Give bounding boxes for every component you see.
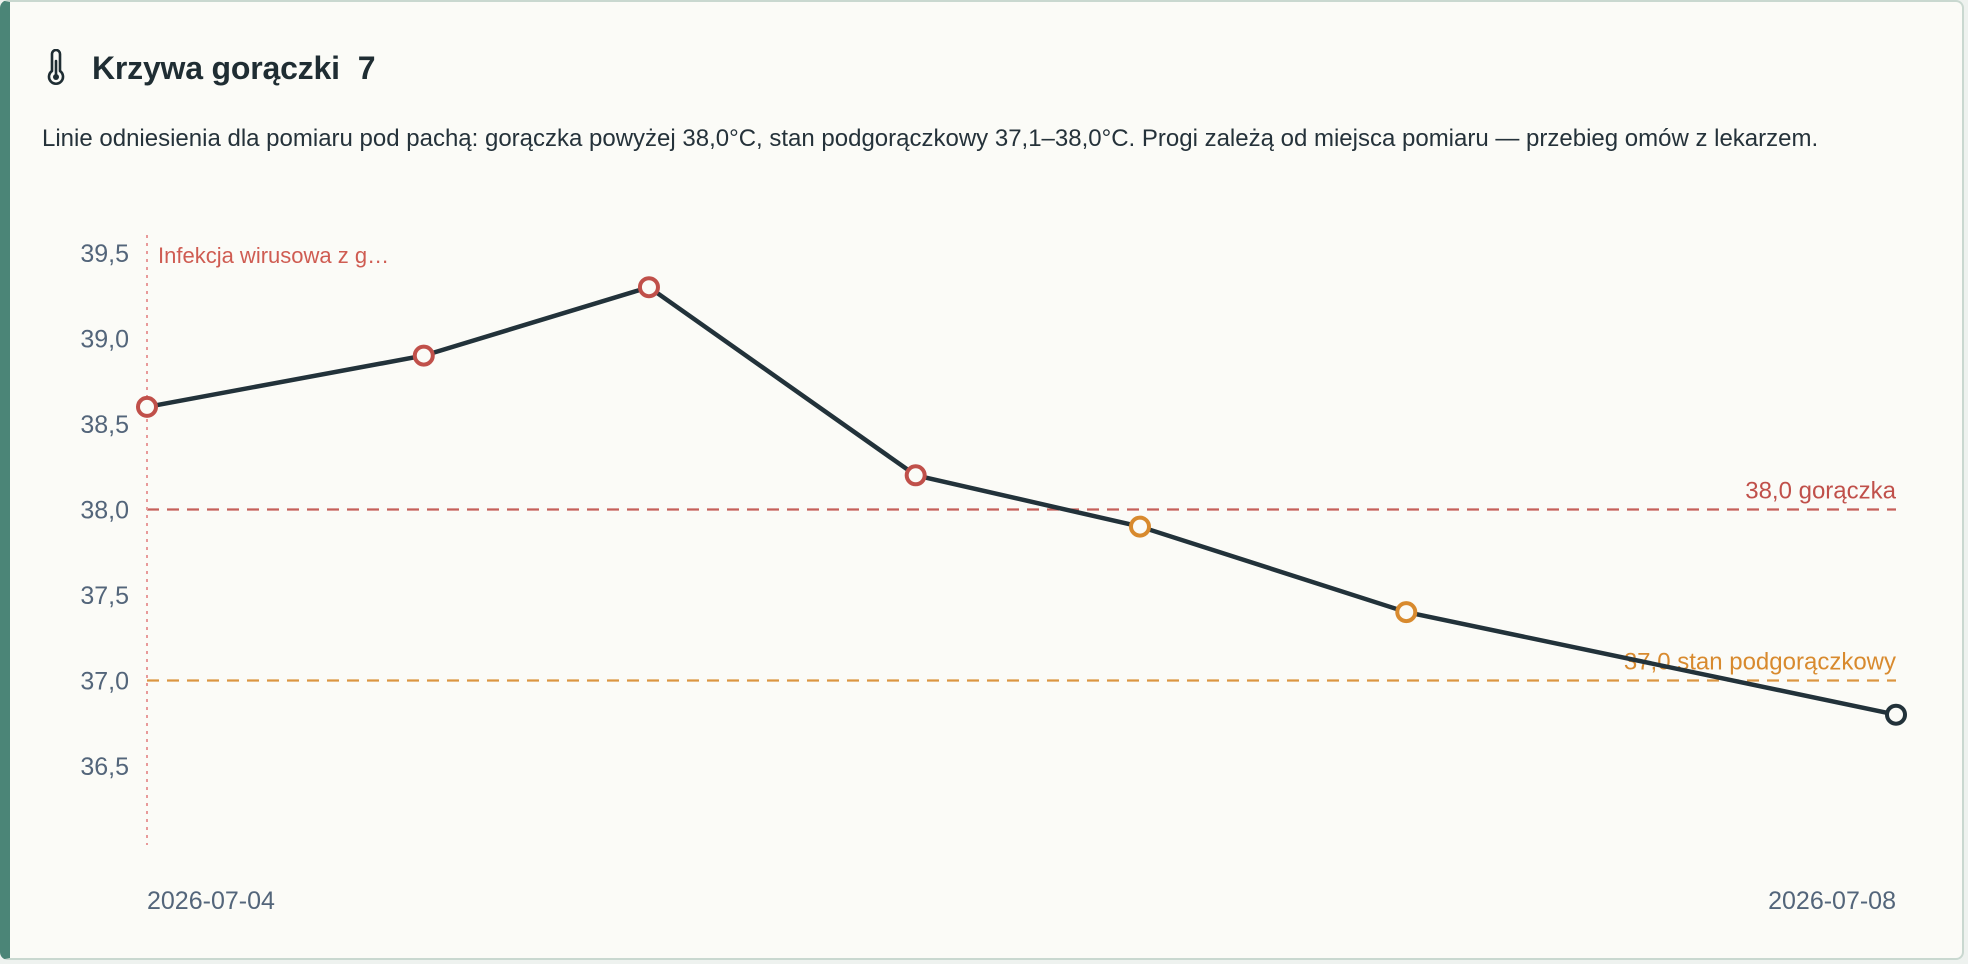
y-tick-label: 38,5 <box>80 411 129 439</box>
card-title: Krzywa gorączki <box>92 49 340 86</box>
data-point[interactable] <box>412 344 435 367</box>
x-axis-ticks: 2026-07-04 2026-07-08 <box>147 887 1896 915</box>
reference-lines: 38,0 gorączka 37,0 stan podgorączkowy <box>147 478 1897 682</box>
y-tick-label: 37,5 <box>80 582 129 610</box>
measurement-count: 7 <box>357 49 376 86</box>
card-description: Linie odniesienia dla pomiaru pod pachą:… <box>42 125 1819 152</box>
series-group <box>136 276 1907 726</box>
data-point[interactable] <box>1395 601 1418 624</box>
data-point[interactable] <box>136 395 158 418</box>
data-point[interactable] <box>1885 703 1907 726</box>
x-tick-label: 2026-07-04 <box>147 887 275 915</box>
y-tick-label: 39,5 <box>80 240 129 268</box>
reference-label-fever: 38,0 gorączka <box>1745 478 1896 505</box>
annotation-group: Infekcja wirusowa z g… <box>146 235 389 845</box>
data-point[interactable] <box>904 464 927 487</box>
y-tick-label: 39,0 <box>80 326 129 354</box>
y-tick-label: 36,5 <box>80 753 129 781</box>
data-point[interactable] <box>1128 515 1151 538</box>
annotation-label: Infekcja wirusowa z g… <box>158 243 389 268</box>
data-point[interactable] <box>637 276 660 299</box>
y-tick-label: 38,0 <box>80 497 129 525</box>
reference-label-subfebrile: 37,0 stan podgorączkowy <box>1624 649 1896 676</box>
thermometer-icon <box>47 49 65 85</box>
y-axis-ticks: 39,5 39,0 38,5 38,0 37,5 37,0 36,5 <box>80 240 129 781</box>
y-tick-label: 37,0 <box>80 668 129 696</box>
x-tick-label: 2026-07-08 <box>1768 887 1896 915</box>
card-header: Krzywa gorączki 7 <box>42 46 376 90</box>
